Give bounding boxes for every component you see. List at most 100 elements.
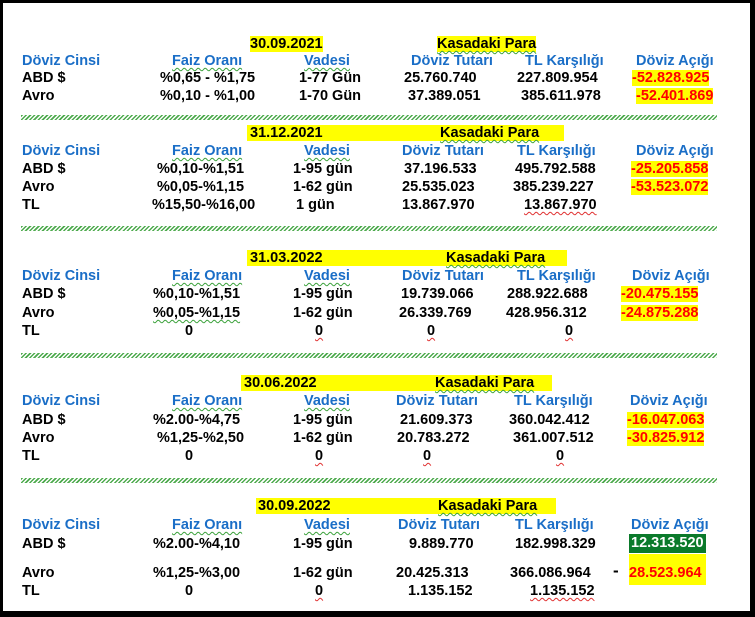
cell-term: 1-70 Gün [299, 88, 362, 104]
cell-currency: TL [22, 197, 40, 213]
cell-tl-equiv: 495.792.588 [515, 161, 596, 177]
cell-interest: %15,50-%16,00 [152, 197, 256, 213]
cell-amount: 37.196.533 [404, 161, 477, 177]
cell-term: 1-95 gün [293, 161, 353, 177]
cell-term: 1 gün [296, 197, 335, 213]
cell-term: 0 [315, 583, 324, 599]
cell-amount: 13.867.970 [402, 197, 475, 213]
cell-term: 1-95 gün [293, 536, 353, 552]
cell-term: 0 [315, 323, 324, 339]
cell-term: 1-62 gün [293, 179, 353, 195]
cell-currency: Avro [22, 565, 55, 581]
cell-amount: 20.783.272 [397, 430, 470, 446]
cell-currency: Avro [22, 88, 55, 104]
cell-amount: 21.609.373 [400, 412, 473, 428]
cell-currency: ABD $ [22, 286, 66, 302]
col-header-interest: Faiz Oranı [172, 268, 243, 284]
section-divider [21, 226, 717, 231]
cell-term: 1-62 gün [293, 430, 353, 446]
cell-tl-equiv: 1.135.152 [530, 583, 595, 599]
cell-interest: %0,10 - %1,00 [160, 88, 256, 104]
cell-interest: %1,25-%2,50 [157, 430, 245, 446]
section-divider [21, 353, 717, 358]
cell-tl-equiv: 288.922.688 [507, 286, 588, 302]
cell-amount: 20.425.313 [396, 565, 469, 581]
section-title: Kasadaki Para [438, 498, 538, 514]
cell-term: 1-95 gün [293, 286, 353, 302]
cell-deficit: -25.205.858 [631, 161, 709, 177]
section-title: Kasadaki Para [437, 36, 537, 52]
cell-tl-equiv: 0 [556, 448, 565, 464]
col-header-currency: Döviz Cinsi [22, 53, 101, 69]
cell-interest: %0,65 - %1,75 [160, 70, 256, 86]
section-date: 31.03.2022 [250, 250, 323, 266]
cell-interest: %0,05-%1,15 [153, 305, 241, 321]
cell-surplus: 12.313.520 [629, 534, 706, 553]
cell-amount: 25.535.023 [402, 179, 475, 195]
col-header-term: Vadesi [304, 268, 350, 284]
cell-interest: 0 [185, 323, 194, 339]
col-header-currency: Döviz Cinsi [22, 143, 101, 159]
cell-interest: 0 [185, 448, 194, 464]
section-title: Kasadaki Para [435, 375, 535, 391]
cell-amount: 25.760.740 [404, 70, 477, 86]
cell-deficit: -52.401.869 [636, 88, 714, 104]
cell-interest: %0,05-%1,15 [157, 179, 245, 195]
col-header-amount: Döviz Tutarı [402, 143, 484, 159]
section-title: Kasadaki Para [446, 250, 546, 266]
cell-deficit: -30.825.912 [627, 430, 705, 446]
cell-tl-equiv: 227.809.954 [517, 70, 598, 86]
cell-term: 1-62 gün [293, 565, 353, 581]
cell-tl-equiv: 385.611.978 [521, 88, 601, 104]
cell-currency: ABD $ [22, 70, 66, 86]
cell-interest: %2.00-%4,75 [153, 412, 241, 428]
col-header-tl-equiv: TL Karşılığı [517, 268, 596, 284]
cell-deficit: -24.875.288 [621, 305, 699, 321]
cell-interest: %0,10-%1,51 [153, 286, 241, 302]
cell-tl-equiv: 182.998.329 [515, 536, 596, 552]
cell-term: 1-95 gün [293, 412, 353, 428]
cell-currency: TL [22, 323, 40, 339]
col-header-currency: Döviz Cinsi [22, 517, 101, 533]
cell-deficit-sign: - [613, 561, 619, 580]
cell-term: 1-77 Gün [299, 70, 362, 86]
cell-currency: ABD $ [22, 536, 66, 552]
cell-interest: %2.00-%4,10 [153, 536, 241, 552]
cell-tl-equiv: 366.086.964 [510, 565, 591, 581]
cell-tl-equiv: 361.007.512 [513, 430, 594, 446]
cell-deficit: -16.047.063 [627, 412, 705, 428]
cell-tl-equiv: 385.239.227 [513, 179, 594, 195]
col-header-tl-equiv: TL Karşılığı [515, 517, 594, 533]
cell-currency: Avro [22, 305, 55, 321]
section-date: 30.09.2022 [258, 498, 331, 514]
cell-currency: ABD $ [22, 412, 66, 428]
col-header-interest: Faiz Oranı [172, 53, 243, 69]
col-header-term: Vadesi [304, 143, 350, 159]
cell-deficit: 28.523.964 [629, 554, 706, 585]
cell-deficit: -52.828.925 [632, 70, 710, 86]
cell-currency: Avro [22, 430, 55, 446]
col-header-deficit: Döviz Açığı [630, 393, 708, 409]
cell-term: 1-62 gün [293, 305, 353, 321]
col-header-term: Vadesi [304, 517, 350, 533]
col-header-term: Vadesi [304, 53, 350, 69]
col-header-currency: Döviz Cinsi [22, 393, 101, 409]
section-title: Kasadaki Para [440, 125, 540, 141]
col-header-interest: Faiz Oranı [172, 143, 243, 159]
document-page: 30.09.2021 Kasadaki Para Döviz Cinsi Fai… [3, 3, 752, 611]
col-header-term: Vadesi [304, 393, 350, 409]
col-header-interest: Faiz Oranı [172, 393, 243, 409]
section-divider [21, 115, 717, 120]
cell-interest: 0 [185, 583, 194, 599]
cell-amount: 1.135.152 [408, 583, 473, 599]
col-header-interest: Faiz Oranı [172, 517, 243, 533]
cell-amount: 0 [423, 448, 432, 464]
cell-currency: TL [22, 448, 40, 464]
cell-amount: 19.739.066 [401, 286, 474, 302]
col-header-deficit: Döviz Açığı [636, 143, 714, 159]
section-divider [21, 478, 717, 483]
cell-tl-equiv: 428.956.312 [506, 305, 587, 321]
section-date: 30.09.2021 [250, 36, 323, 52]
cell-tl-equiv: 360.042.412 [509, 412, 590, 428]
col-header-deficit: Döviz Açığı [631, 517, 709, 533]
